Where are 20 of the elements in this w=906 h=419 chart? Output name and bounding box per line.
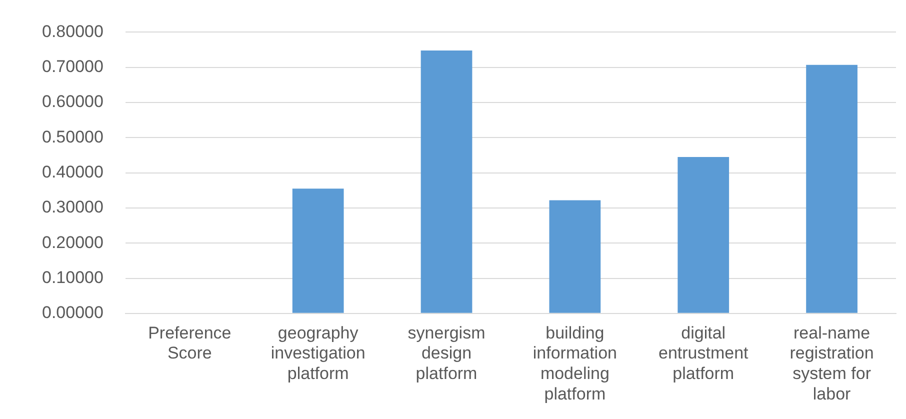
y-tick-label: 0.30000 [42, 198, 104, 217]
y-tick-label: 0.60000 [42, 92, 104, 112]
x-tick-label: digital entrustment platform [658, 323, 749, 384]
bar [549, 200, 601, 313]
x-tick-label: Preference Score [148, 323, 232, 363]
y-tick-label: 0.80000 [42, 22, 104, 41]
bar [678, 156, 730, 313]
y-tick-label: 0.10000 [42, 268, 104, 287]
bar [292, 188, 344, 313]
x-tick-label: synergism design platform [408, 323, 486, 384]
y-tick-label: 0.70000 [42, 57, 104, 76]
y-tick-label: 0.00000 [42, 303, 104, 322]
x-tick-label: geography investigation platform [270, 323, 366, 384]
y-tick-label: 0.40000 [42, 162, 104, 182]
y-tick-label: 0.50000 [42, 127, 104, 146]
x-tick-label: real-name registration system for labor [790, 323, 874, 404]
bar [420, 50, 472, 313]
y-tick-label: 0.20000 [42, 232, 104, 252]
x-tick-label: building information modeling platform [532, 323, 617, 404]
bar [806, 64, 858, 313]
